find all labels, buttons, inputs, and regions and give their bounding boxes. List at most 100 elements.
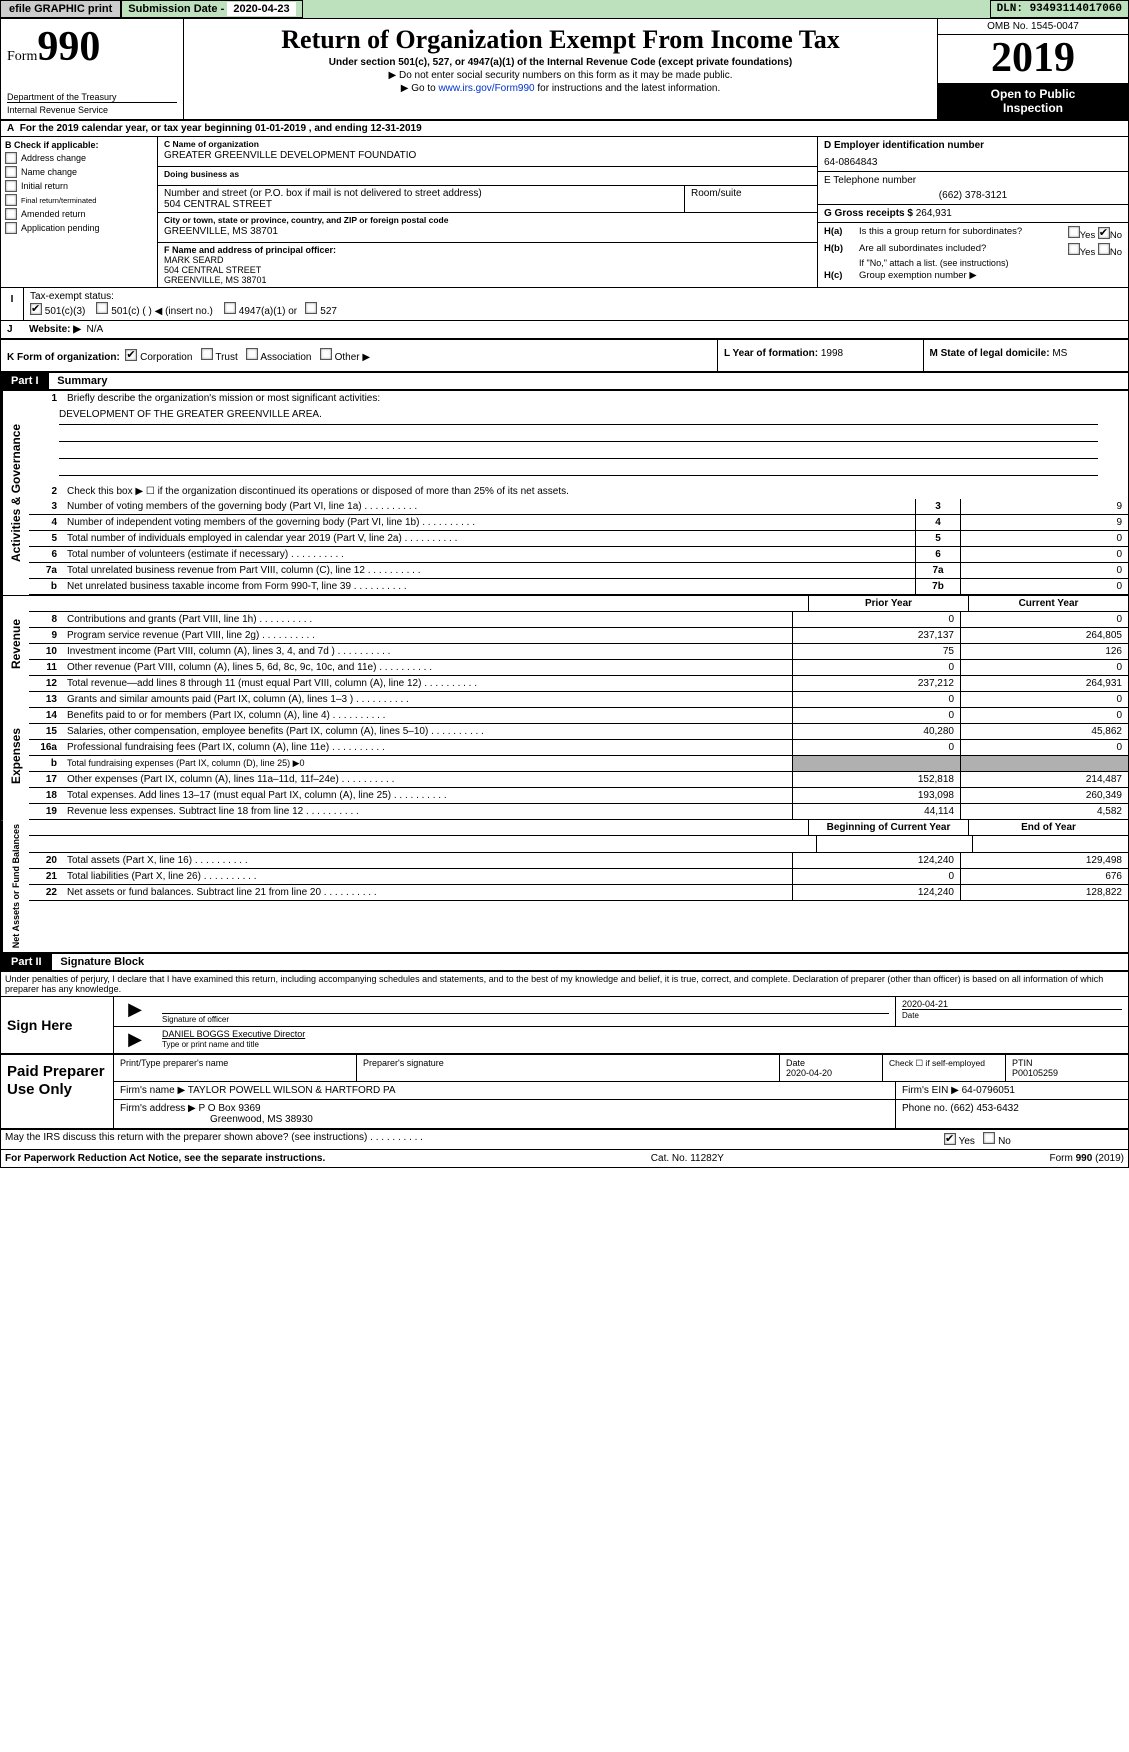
gov-line-text: Total number of volunteers (estimate if … [63, 547, 915, 562]
checkbox-address-change[interactable] [5, 152, 17, 164]
gov-line-value: 0 [961, 579, 1128, 594]
top-bar: efile GRAPHIC print Submission Date - 20… [0, 0, 1129, 18]
checkbox-corporation[interactable] [125, 349, 137, 361]
hb-yes-checkbox[interactable] [1068, 243, 1080, 255]
governance-side-label: Activities & Governance [1, 391, 29, 595]
checkbox-amended[interactable] [5, 208, 17, 220]
pra-notice: For Paperwork Reduction Act Notice, see … [5, 1153, 325, 1164]
sign-here-block: Sign Here ▶ Signature of officer 2020-04… [1, 997, 1128, 1055]
checkbox-final-return[interactable] [5, 194, 17, 206]
netassets-side-label: Net Assets or Fund Balances [1, 820, 29, 952]
column-d-right: D Employer identification number 64-0864… [817, 137, 1128, 287]
efile-print-button[interactable]: efile GRAPHIC print [0, 0, 121, 18]
beginning-year-header: Beginning of Current Year [808, 820, 968, 835]
column-c-org-info: C Name of organization GREATER GREENVILL… [158, 137, 817, 287]
date-label: Date [902, 1009, 1122, 1020]
ha-yes-checkbox[interactable] [1068, 226, 1080, 238]
revenue-line-text: Other revenue (Part VIII, column (A), li… [63, 660, 792, 675]
hb-no-checkbox[interactable] [1098, 243, 1110, 255]
netasset-begin: 0 [792, 869, 960, 884]
expense-line-text: Other expenses (Part IX, column (A), lin… [63, 772, 792, 787]
gov-line-box: 7b [915, 579, 961, 594]
revenue-prior: 237,212 [792, 676, 960, 691]
open-to-public: Open to PublicInspection [938, 83, 1128, 119]
expenses-section: Expenses 13Grants and similar amounts pa… [1, 692, 1128, 820]
firm-ein: 64-0796051 [962, 1085, 1015, 1096]
firm-addr1: P O Box 9369 [199, 1103, 261, 1114]
expense-current: 260,349 [960, 788, 1128, 803]
firm-phone: (662) 453-6432 [950, 1103, 1018, 1114]
expense-line-text: Total expenses. Add lines 13–17 (must eq… [63, 788, 792, 803]
header-left: Form990 Department of the Treasury Inter… [1, 19, 184, 119]
phone-label: E Telephone number [824, 175, 1122, 186]
net-assets-section: Net Assets or Fund Balances Beginning of… [1, 820, 1128, 954]
ptin-value: P00105259 [1012, 1068, 1058, 1078]
ha-no-checkbox[interactable] [1098, 227, 1110, 239]
discuss-no-checkbox[interactable] [983, 1132, 995, 1144]
row-k-org-form: K Form of organization: Corporation Trus… [1, 340, 1128, 373]
revenue-section: Revenue Prior Year Current Year 8Contrib… [1, 596, 1128, 692]
gov-line-text: Net unrelated business taxable income fr… [63, 579, 915, 594]
checkbox-501c3[interactable] [30, 303, 42, 315]
phone-value: (662) 378-3121 [824, 186, 1122, 201]
row-j-website: JWebsite: ▶ N/A [1, 321, 1128, 340]
checkbox-initial-return[interactable] [5, 180, 17, 192]
submission-date-value: 2020-04-23 [227, 2, 295, 16]
checkbox-trust[interactable] [201, 348, 213, 360]
ssn-note: ▶ Do not enter social security numbers o… [194, 70, 927, 81]
expense-line-text: Professional fundraising fees (Part IX, … [63, 740, 792, 755]
netasset-line-text: Net assets or fund balances. Subtract li… [63, 885, 792, 900]
gross-receipts-label: G Gross receipts $ [824, 208, 916, 219]
irs-label: Internal Revenue Service [7, 102, 177, 115]
netasset-line-text: Total liabilities (Part X, line 26) [63, 869, 792, 884]
ein-value: 64-0864843 [824, 151, 1122, 168]
checkbox-527[interactable] [305, 302, 317, 314]
firm-addr2: Greenwood, MS 38930 [120, 1114, 313, 1125]
dept-treasury: Department of the Treasury [7, 92, 177, 102]
tax-year: 2019 [938, 35, 1128, 83]
irs-link[interactable]: www.irs.gov/Form990 [438, 83, 534, 94]
dba-value [164, 179, 811, 183]
gov-line-value: 0 [961, 563, 1128, 578]
mission-label: Briefly describe the organization's miss… [63, 391, 1128, 406]
governance-section: Activities & Governance 1Briefly describ… [1, 391, 1128, 596]
checkbox-other[interactable] [320, 348, 332, 360]
perjury-statement: Under penalties of perjury, I declare th… [1, 972, 1128, 997]
ha-label: Is this a group return for subordinates? [859, 226, 1068, 241]
expense-prior: 0 [792, 708, 960, 723]
form-subtitle: Under section 501(c), 527, or 4947(a)(1)… [194, 57, 927, 68]
revenue-line-text: Program service revenue (Part VIII, line… [63, 628, 792, 643]
form-990: Form990 Department of the Treasury Inter… [0, 18, 1129, 1168]
hb-label: Are all subordinates included? [859, 243, 1068, 258]
checkbox-4947[interactable] [224, 302, 236, 314]
hb-hint: If "No," attach a list. (see instruction… [824, 258, 1122, 268]
self-employed-check[interactable]: Check ☐ if self-employed [883, 1055, 1006, 1081]
revenue-current: 126 [960, 644, 1128, 659]
checkbox-name-change[interactable] [5, 166, 17, 178]
part-i-header: Part I Summary [1, 373, 1128, 391]
header-center: Return of Organization Exempt From Incom… [184, 19, 937, 119]
netasset-line-text: Total assets (Part X, line 16) [63, 853, 792, 868]
netasset-end: 128,822 [960, 885, 1128, 900]
city-label: City or town, state or province, country… [164, 215, 811, 225]
expense-prior: 0 [792, 740, 960, 755]
expense-line-text: Salaries, other compensation, employee b… [63, 724, 792, 739]
checkbox-association[interactable] [246, 348, 258, 360]
expense-current: 214,487 [960, 772, 1128, 787]
expense-prior: 193,098 [792, 788, 960, 803]
line-2-text: Check this box ▶ ☐ if the organization d… [63, 484, 1128, 499]
year-formation: 1998 [821, 348, 843, 359]
checkbox-pending[interactable] [5, 222, 17, 234]
cat-number: Cat. No. 11282Y [651, 1153, 724, 1164]
gross-receipts-value: 264,931 [916, 208, 952, 219]
hc-label: Group exemption number ▶ [859, 270, 977, 281]
gov-line-value: 0 [961, 547, 1128, 562]
mission-text: DEVELOPMENT OF THE GREATER GREENVILLE AR… [59, 408, 1098, 425]
netasset-begin: 124,240 [792, 885, 960, 900]
discuss-row: May the IRS discuss this return with the… [1, 1130, 1128, 1150]
signature-officer-label: Signature of officer [162, 1013, 889, 1024]
expense-line-text: Benefits paid to or for members (Part IX… [63, 708, 792, 723]
discuss-yes-checkbox[interactable] [944, 1133, 956, 1145]
netasset-begin: 124,240 [792, 853, 960, 868]
checkbox-501c[interactable] [96, 302, 108, 314]
